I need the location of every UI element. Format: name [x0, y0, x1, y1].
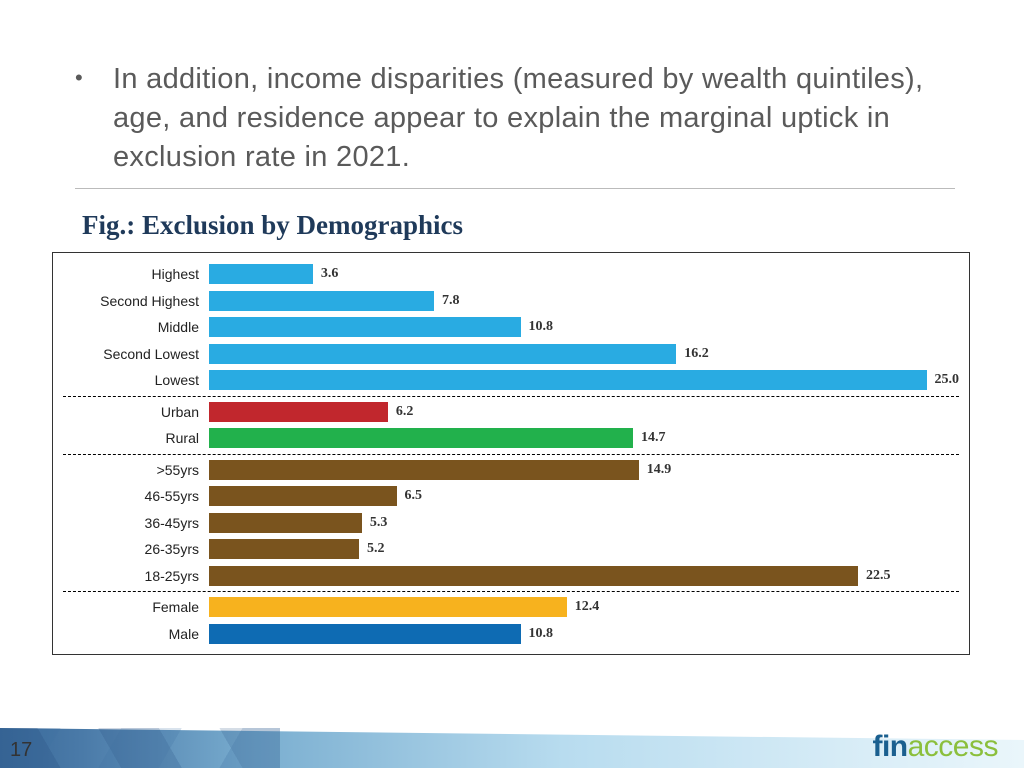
bar-row: 36-45yrs 5.3: [63, 510, 959, 537]
bar-cell: 5.3: [209, 513, 959, 533]
bar-cell: 16.2: [209, 344, 959, 364]
bar-cell: 7.8: [209, 291, 959, 311]
bar-value: 22.5: [866, 568, 891, 584]
body-bullet: • In addition, income disparities (measu…: [75, 60, 945, 177]
footer-triangles: [0, 728, 280, 768]
group-separator: [63, 396, 959, 397]
bar-value: 25.0: [935, 372, 960, 388]
bar-label: Lowest: [63, 372, 209, 388]
bar-label: Highest: [63, 266, 209, 282]
bar-value: 5.3: [370, 515, 388, 531]
bar-cell: 14.7: [209, 428, 959, 448]
group-separator: [63, 454, 959, 455]
bar: [209, 513, 362, 533]
bar-label: Male: [63, 626, 209, 642]
bar-row: >55yrs 14.9: [63, 457, 959, 484]
bar: [209, 264, 313, 284]
bar: [209, 486, 397, 506]
group-separator: [63, 591, 959, 592]
bar-value: 10.8: [529, 319, 554, 335]
bar-value: 6.2: [396, 404, 414, 420]
bar-cell: 3.6: [209, 264, 959, 284]
bar: [209, 344, 676, 364]
bar: [209, 460, 639, 480]
bar-value: 16.2: [684, 346, 709, 362]
bar-label: Middle: [63, 319, 209, 335]
bar-cell: 14.9: [209, 460, 959, 480]
bar: [209, 597, 567, 617]
bar-label: 36-45yrs: [63, 515, 209, 531]
bar-value: 14.7: [641, 430, 666, 446]
bar-cell: 6.5: [209, 486, 959, 506]
bar-cell: 25.0: [209, 370, 959, 390]
figure-title: Fig.: Exclusion by Demographics: [82, 210, 463, 241]
bar-value: 6.5: [405, 488, 423, 504]
bar-row: 46-55yrs 6.5: [63, 483, 959, 510]
bar-cell: 10.8: [209, 317, 959, 337]
bar-cell: 5.2: [209, 539, 959, 559]
divider: [75, 188, 955, 189]
bar-row: Rural 14.7: [63, 425, 959, 452]
bar-label: 18-25yrs: [63, 568, 209, 584]
bar: [209, 428, 633, 448]
bar: [209, 402, 388, 422]
bar-value: 7.8: [442, 293, 460, 309]
page-number: 17: [10, 739, 32, 762]
bar-row: Middle 10.8: [63, 314, 959, 341]
bar-label: Second Lowest: [63, 346, 209, 362]
bar-row: Male 10.8: [63, 621, 959, 648]
bar-label: >55yrs: [63, 462, 209, 478]
finaccess-logo: finaccess: [872, 730, 998, 764]
exclusion-chart: Highest 3.6 Second Highest 7.8 Middle 10.8 Sec…: [52, 252, 970, 655]
bar-cell: 12.4: [209, 597, 959, 617]
bar-row: Second Highest 7.8: [63, 288, 959, 315]
logo-part-fin: fin: [872, 730, 907, 763]
bar-cell: 10.8: [209, 624, 959, 644]
bar-row: Urban 6.2: [63, 399, 959, 426]
bar: [209, 539, 359, 559]
bar-label: Second Highest: [63, 293, 209, 309]
bullet-dot: •: [75, 60, 113, 177]
bar-row: Highest 3.6: [63, 261, 959, 288]
bar: [209, 291, 434, 311]
bar-label: 46-55yrs: [63, 488, 209, 504]
bar-label: 26-35yrs: [63, 541, 209, 557]
bar: [209, 624, 521, 644]
logo-part-access: access: [908, 730, 998, 763]
bar-value: 12.4: [575, 599, 600, 615]
bar-row: Lowest 25.0: [63, 367, 959, 394]
bar-row: Second Lowest 16.2: [63, 341, 959, 368]
bar-cell: 22.5: [209, 566, 959, 586]
bar: [209, 370, 927, 390]
bar-row: 18-25yrs 22.5: [63, 563, 959, 590]
bar-label: Urban: [63, 404, 209, 420]
bar-row: 26-35yrs 5.2: [63, 536, 959, 563]
slide: • In addition, income disparities (measu…: [0, 0, 1024, 768]
body-text: In addition, income disparities (measure…: [113, 60, 945, 177]
bar-label: Rural: [63, 430, 209, 446]
footer: 17 finaccess: [0, 720, 1024, 768]
bar-value: 3.6: [321, 266, 339, 282]
bar-cell: 6.2: [209, 402, 959, 422]
bar-label: Female: [63, 599, 209, 615]
bar: [209, 566, 858, 586]
bar: [209, 317, 521, 337]
bar-value: 10.8: [529, 626, 554, 642]
bar-value: 5.2: [367, 541, 385, 557]
bar-row: Female 12.4: [63, 594, 959, 621]
bar-value: 14.9: [647, 462, 672, 478]
